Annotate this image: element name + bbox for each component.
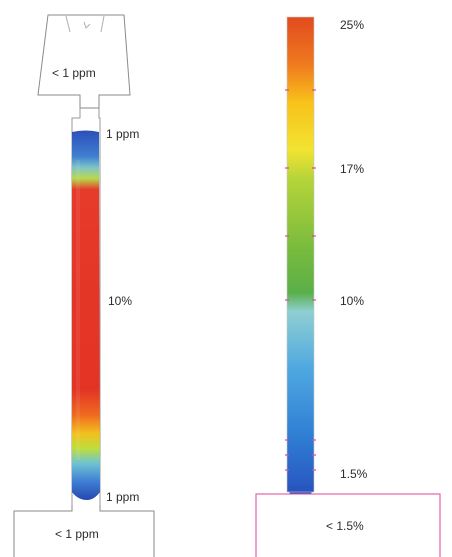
- right-bottom-box-outline: [255, 493, 441, 557]
- left-top-funnel-outline: [37, 14, 131, 109]
- right-label-top: 25%: [340, 18, 365, 32]
- left-top-label: < 1 ppm: [52, 66, 96, 80]
- left-concentration-bar: [72, 130, 100, 500]
- right-bar-tick-marks: [285, 89, 316, 471]
- left-lower-end-label: 1 ppm: [106, 490, 140, 504]
- left-bottom-label: < 1 ppm: [55, 527, 99, 541]
- left-middle-label: 10%: [108, 294, 133, 308]
- right-label-third: 10%: [340, 294, 365, 308]
- left-bar-highlight: [76, 160, 80, 460]
- right-label-bottom-end: 1.5%: [340, 467, 368, 481]
- right-bar-bottom-taper: [287, 486, 314, 494]
- left-bottom-box-outline: [13, 505, 155, 557]
- right-concentration-bar: [287, 17, 314, 492]
- right-column-outline: [286, 16, 315, 493]
- left-funnel-marks: [65, 15, 105, 33]
- right-bottom-box-label: < 1.5%: [326, 519, 364, 533]
- left-upper-end-label: 1 ppm: [106, 127, 140, 141]
- right-label-second: 17%: [340, 162, 365, 176]
